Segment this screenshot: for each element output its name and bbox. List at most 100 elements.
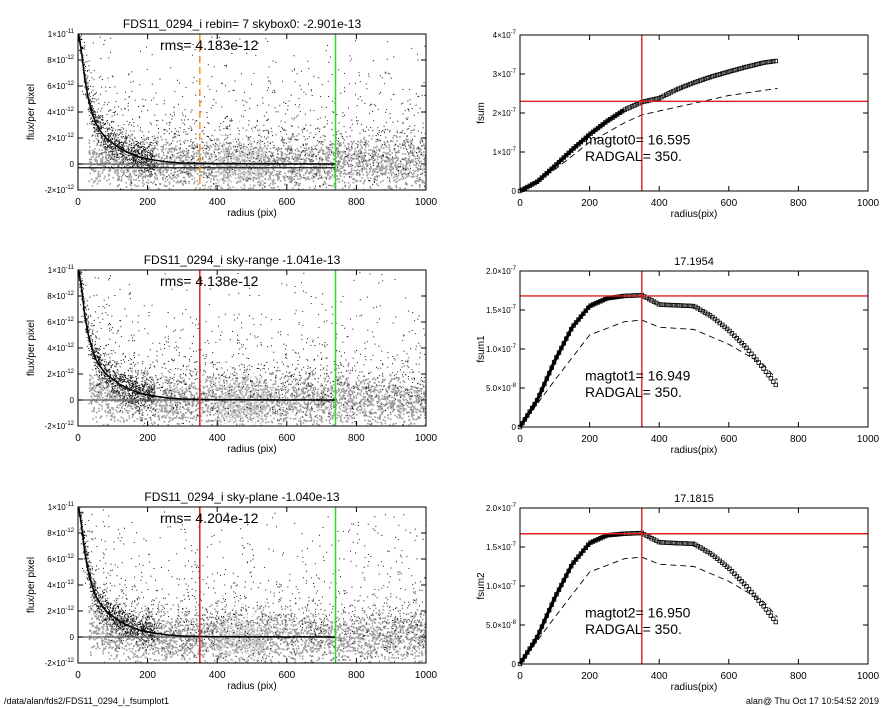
y-tick-label: 1.0×10-7 — [486, 344, 517, 354]
y-tick-label: 0 — [70, 633, 75, 642]
data-point — [685, 541, 691, 546]
data-point — [771, 59, 776, 64]
x-tick-label: 800 — [790, 671, 807, 682]
data-point — [700, 77, 705, 82]
plot-frame — [519, 34, 869, 192]
chart-fsum0: 0 200 400 600 800 1000 0 1×10-7 2×10-7 3×10-7 4×10… — [476, 30, 880, 220]
data-point — [771, 379, 776, 384]
y-tick-label: 0 — [70, 160, 75, 169]
comparison-curve — [519, 556, 778, 665]
data-point — [754, 357, 759, 362]
data-point — [661, 93, 666, 99]
data-point — [754, 595, 759, 600]
x-tick-label: 400 — [651, 671, 668, 682]
x-tick-label: 200 — [139, 197, 156, 208]
data-point — [727, 328, 732, 334]
data-point — [668, 302, 674, 308]
y-tick-label: 2.0×10-7 — [486, 503, 517, 513]
data-point — [771, 616, 776, 621]
data-point — [766, 59, 771, 65]
data-point — [685, 82, 691, 88]
x-tick-label: 0 — [517, 434, 523, 445]
data-point — [651, 537, 657, 542]
data-point — [664, 302, 669, 308]
data-point — [768, 59, 774, 64]
data-point — [681, 303, 686, 308]
data-point — [737, 576, 742, 581]
data-point — [768, 613, 774, 618]
data-point — [761, 604, 766, 609]
y-tick-label: 0 — [512, 660, 517, 669]
x-axis-label: radius (pix) — [227, 681, 276, 692]
data-point — [625, 106, 630, 111]
data-point — [668, 540, 674, 546]
chart-profile2: 0 200 400 600 800 1000-2×10-1202×10-124×10-12… — [26, 490, 438, 692]
data-point — [666, 91, 671, 96]
y-tick-label: 4×10-12 — [47, 580, 74, 590]
scatter-band-light — [217, 595, 268, 663]
x-tick-label: 600 — [720, 671, 737, 682]
data-point — [763, 60, 769, 65]
data-point — [673, 540, 679, 546]
data-point — [693, 542, 698, 547]
magtot-annotation: magtot2= 16.950 — [585, 605, 691, 621]
radgal-annotation: RADGAL= 350. — [585, 384, 682, 400]
data-point — [668, 90, 674, 95]
data-point — [656, 302, 662, 307]
data-point — [688, 81, 693, 87]
y-tick-label: -2×10-12 — [45, 421, 75, 431]
data-point — [739, 340, 744, 346]
y-tick-label: 4×10-12 — [47, 343, 74, 353]
data-point — [759, 363, 764, 368]
data-point — [754, 62, 759, 67]
y-tick-label: 6×10-12 — [47, 317, 74, 327]
y-axis-label: fsum — [476, 102, 487, 124]
data-point — [671, 540, 676, 546]
data-point — [664, 540, 669, 545]
data-point — [676, 541, 681, 546]
chart-profile0: 0 200 400 600 800 1000-2×10-1202×10-124×10-12… — [26, 17, 438, 219]
data-point — [759, 601, 764, 606]
rms-annotation: rms= 4.138e-12 — [160, 273, 259, 289]
scatter-core — [78, 34, 156, 178]
y-tick-label: 0 — [512, 187, 517, 196]
data-point — [744, 584, 749, 589]
y-axis-label: fsum2 — [476, 572, 487, 600]
data-point — [705, 311, 710, 317]
data-point — [761, 366, 766, 371]
y-tick-label: 4×10-7 — [493, 30, 517, 40]
x-tick-label: 200 — [139, 670, 156, 681]
data-point — [656, 539, 662, 545]
y-tick-label: 1×10-11 — [48, 29, 75, 39]
data-point — [763, 607, 769, 612]
x-tick-label: 200 — [581, 198, 598, 209]
footer-path: /data/alan/fds2/FDS11_0294_i_fsumplot1 — [4, 696, 169, 706]
data-point — [664, 92, 669, 97]
data-point — [746, 348, 752, 353]
data-point — [729, 68, 735, 73]
y-tick-label: 5.0×10-8 — [486, 383, 517, 393]
pixel-scatter — [78, 270, 426, 426]
y-tick-label: 0 — [512, 423, 517, 432]
data-point — [661, 540, 666, 545]
data-point — [659, 302, 664, 307]
data-point — [654, 538, 659, 543]
chart-title: FDS11_0294_i sky-plane -1.040e-13 — [144, 490, 340, 504]
data-point — [688, 303, 693, 309]
data-point — [690, 80, 696, 86]
data-point — [710, 74, 715, 79]
data-point — [727, 69, 732, 74]
data-point — [724, 70, 730, 75]
plot-frame — [519, 270, 869, 428]
y-tick-label: -2×10-12 — [45, 658, 75, 668]
x-tick-label: 600 — [720, 434, 737, 445]
data-point — [702, 76, 708, 81]
fsum-curve-inner — [518, 294, 625, 428]
x-axis-label: radius (pix) — [227, 444, 276, 455]
data-point — [768, 376, 774, 381]
x-tick-label: 1000 — [415, 433, 438, 444]
y-tick-label: 1.0×10-7 — [486, 581, 517, 591]
data-point — [749, 351, 754, 356]
x-tick-label: 400 — [209, 197, 226, 208]
data-point — [732, 68, 737, 73]
